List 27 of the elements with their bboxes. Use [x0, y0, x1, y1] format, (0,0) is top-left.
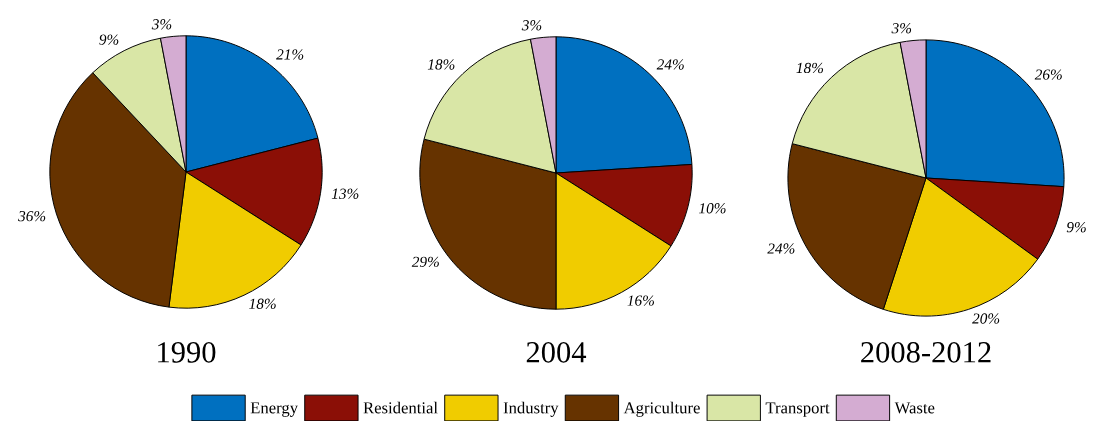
legend-label: Agriculture — [623, 401, 700, 417]
data-label: 13% — [331, 188, 359, 199]
data-label: 18% — [796, 62, 824, 74]
data-label: 16% — [627, 295, 654, 306]
text: 1990 — [158, 342, 216, 363]
data-label: 9% — [99, 34, 119, 45]
data-label: 3% — [891, 23, 912, 34]
legend-label: Waste — [894, 402, 935, 414]
legend-label: Energy — [250, 402, 298, 417]
legend-label: Transport — [765, 402, 830, 417]
data-label: 21% — [276, 49, 304, 60]
data-label: 26% — [1034, 69, 1062, 80]
data-label: 3% — [151, 19, 172, 30]
data-label: 29% — [411, 256, 439, 268]
data-label: 9% — [1066, 222, 1086, 233]
data-label: 10% — [699, 203, 726, 214]
data-label: 18% — [249, 298, 276, 309]
data-label: 24% — [656, 59, 684, 70]
data-label: 24% — [767, 243, 795, 254]
legend-label: Industry — [503, 401, 559, 417]
legend-label: Residential — [363, 401, 438, 414]
data-label: 20% — [972, 313, 1000, 324]
text: 2008-2012 — [861, 342, 991, 363]
text: 2004 — [526, 342, 587, 363]
data-label: 18% — [427, 59, 455, 70]
data-label: 3% — [521, 20, 542, 31]
data-label: 36% — [18, 210, 46, 222]
